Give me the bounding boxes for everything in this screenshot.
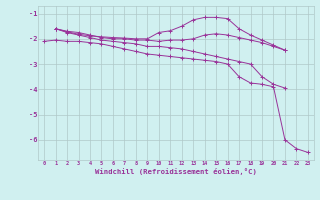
X-axis label: Windchill (Refroidissement éolien,°C): Windchill (Refroidissement éolien,°C) (95, 168, 257, 175)
